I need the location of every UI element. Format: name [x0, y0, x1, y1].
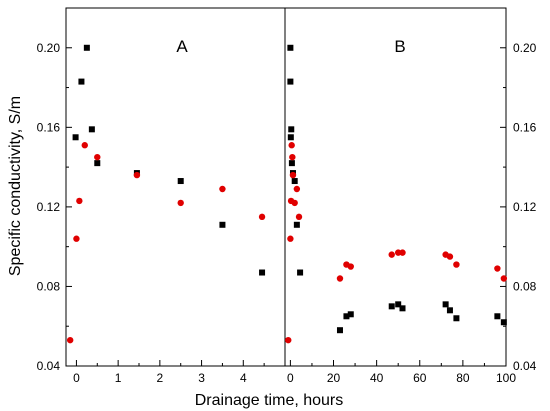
data-point-square: [94, 160, 101, 167]
data-point-square: [453, 315, 460, 322]
x-tick-label: 100: [496, 371, 516, 385]
data-point-circle: [133, 171, 141, 179]
data-point-square: [83, 44, 90, 51]
data-point-square: [494, 313, 501, 320]
left-y-tick-label: 0.08: [37, 279, 61, 293]
x-tick-label: 4: [240, 371, 247, 385]
data-point-circle: [453, 261, 460, 268]
x-tick-label: 80: [456, 371, 470, 385]
x-tick-label: 20: [327, 371, 341, 385]
tick-labels: 0.04 0.04 0.08 0.08 0.12 0.12 0.16 0.16 0.20 0.20…: [37, 41, 537, 385]
data-point-circle: [293, 185, 301, 193]
data-point-square: [219, 221, 226, 228]
x-tick-label: 3: [198, 371, 205, 385]
data-point-circle: [388, 251, 395, 258]
data-point-circle: [336, 275, 344, 282]
data-point-circle: [258, 213, 266, 221]
data-point-circle: [446, 253, 454, 260]
right-y-tick-label: 0.16: [513, 120, 537, 134]
data-point-square: [336, 327, 343, 334]
data-point-square: [347, 311, 354, 318]
axis-ticks: [66, 7, 507, 367]
data-point-square: [500, 319, 507, 326]
data-point-square: [446, 307, 453, 314]
x-tick-label: 0: [287, 371, 294, 385]
data-point-square: [259, 269, 266, 276]
data-point-square: [395, 301, 402, 308]
y-axis-title: Specific conductivity, S/m: [7, 96, 24, 276]
data-point-square: [287, 78, 294, 85]
x-tick-label: 40: [370, 371, 384, 385]
data-point-circle: [219, 185, 226, 193]
data-point-circle: [291, 199, 298, 207]
data-point-circle: [494, 265, 501, 272]
x-tick-label: 60: [413, 371, 427, 385]
data-point-square: [78, 78, 85, 85]
data-point-circle: [288, 142, 295, 149]
data-point-square: [343, 313, 350, 320]
data-point-square: [291, 178, 298, 185]
plot-border: [65, 7, 507, 367]
data-point-circle: [94, 153, 101, 161]
right-y-tick-label: 0.04: [513, 359, 537, 373]
left-y-tick-label: 0.12: [37, 200, 61, 214]
data-point-square: [293, 221, 300, 228]
data-point-circle: [295, 213, 303, 221]
panel-a-label: A: [176, 37, 188, 56]
right-y-tick-label: 0.20: [513, 41, 537, 55]
data-point-circle: [347, 263, 354, 270]
data-point-circle: [81, 142, 88, 149]
left-y-tick-label: 0.16: [37, 120, 61, 134]
data-point-square: [287, 134, 294, 141]
x-tick-label: 0: [73, 371, 80, 385]
data-point-square: [287, 44, 294, 51]
data-point-circle: [177, 199, 184, 207]
data-point-circle: [500, 275, 508, 282]
left-y-tick-label: 0.20: [37, 41, 61, 55]
data-point-circle: [399, 249, 406, 256]
data-point-square: [288, 160, 295, 167]
right-y-tick-label: 0.08: [513, 279, 537, 293]
data-point-square: [88, 126, 95, 133]
data-point-square: [399, 305, 406, 312]
data-point-square: [442, 301, 449, 308]
data-point-square: [72, 134, 79, 141]
data-point-circle: [66, 336, 74, 344]
data-point-square: [288, 126, 295, 133]
data-point-circle: [73, 235, 80, 242]
left-y-tick-label: 0.04: [37, 359, 61, 373]
data-points: [66, 44, 508, 344]
data-point-square: [297, 269, 304, 276]
right-y-tick-label: 0.12: [513, 200, 537, 214]
x-tick-label: 1: [115, 371, 122, 385]
data-point-square: [388, 303, 395, 310]
data-point-square: [177, 178, 184, 185]
data-point-circle: [289, 171, 297, 179]
data-point-circle: [285, 336, 292, 344]
data-point-circle: [76, 197, 83, 205]
panel-b-label: B: [394, 37, 405, 56]
data-point-circle: [289, 153, 296, 161]
x-axis-title: Drainage time, hours: [195, 392, 344, 409]
plot-frame: [65, 7, 507, 367]
x-tick-label: 2: [157, 371, 164, 385]
data-point-circle: [287, 235, 294, 242]
